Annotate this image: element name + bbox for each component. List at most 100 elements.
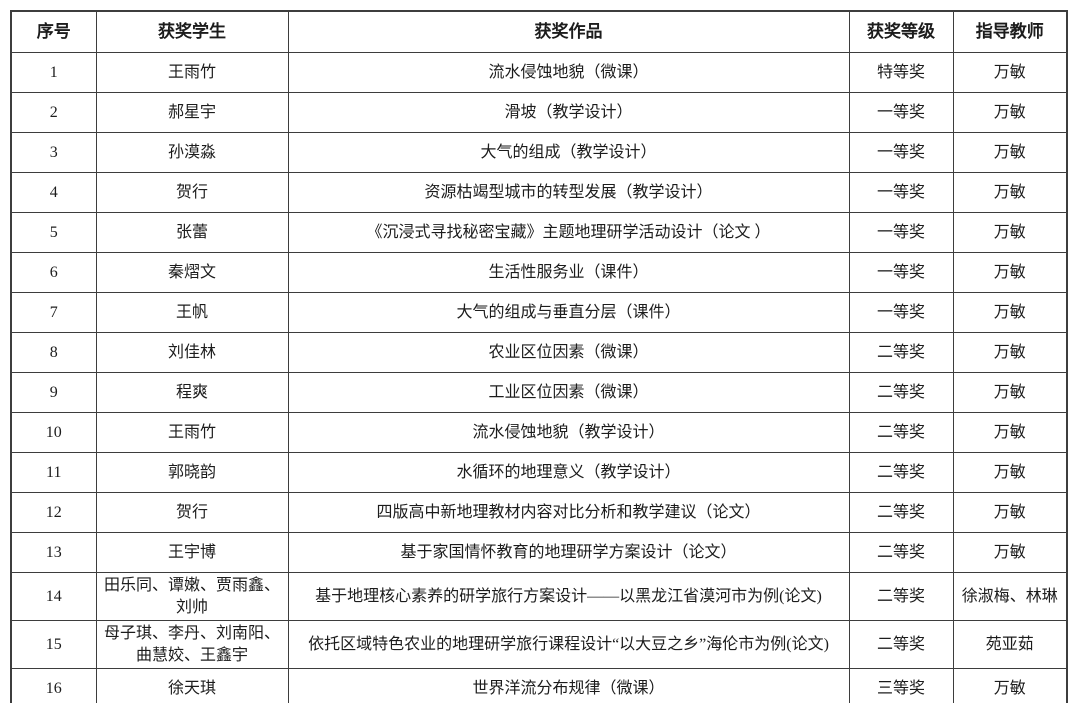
cell-work: 《沉浸式寻找秘密宝藏》主题地理研学活动设计（论文 ） [287, 212, 850, 253]
cell-teacher: 万敏 [952, 92, 1068, 133]
cell-teacher: 万敏 [952, 532, 1068, 573]
cell-teacher: 万敏 [952, 492, 1068, 533]
cell-student: 王雨竹 [95, 52, 289, 93]
cell-work: 流水侵蚀地貌（微课） [287, 52, 850, 93]
cell-level: 一等奖 [848, 92, 954, 133]
cell-no: 3 [10, 132, 97, 173]
cell-no: 7 [10, 292, 97, 333]
cell-level: 特等奖 [848, 52, 954, 93]
table-row: 5 张蕾 《沉浸式寻找秘密宝藏》主题地理研学活动设计（论文 ） 一等奖 万敏 [10, 212, 1068, 253]
cell-student: 田乐同、谭嫩、贾雨鑫、刘帅 [95, 571, 289, 622]
header-cell-no: 序号 [10, 10, 97, 53]
table-row: 15 母子琪、李丹、刘南阳、曲慧姣、王鑫宇 依托区域特色农业的地理研学旅行课程设… [10, 620, 1068, 670]
cell-no: 15 [10, 620, 97, 670]
cell-no: 11 [10, 452, 97, 493]
table-row: 1 王雨竹 流水侵蚀地貌（微课） 特等奖 万敏 [10, 52, 1068, 93]
cell-work: 农业区位因素（微课） [287, 332, 850, 373]
cell-work: 滑坡（教学设计） [287, 92, 850, 133]
cell-student: 母子琪、李丹、刘南阳、曲慧姣、王鑫宇 [95, 620, 289, 670]
cell-no: 4 [10, 172, 97, 213]
cell-teacher: 徐淑梅、林琳 [952, 571, 1068, 622]
cell-teacher: 万敏 [952, 212, 1068, 253]
cell-no: 16 [10, 668, 97, 703]
table-row: 11 郭晓韵 水循环的地理意义（教学设计） 二等奖 万敏 [10, 452, 1068, 493]
cell-student: 孙漠淼 [95, 132, 289, 173]
cell-level: 二等奖 [848, 412, 954, 453]
cell-teacher: 万敏 [952, 332, 1068, 373]
table-row: 13 王宇博 基于家国情怀教育的地理研学方案设计（论文） 二等奖 万敏 [10, 532, 1068, 573]
cell-student: 刘佳林 [95, 332, 289, 373]
cell-no: 14 [10, 571, 97, 622]
cell-teacher: 万敏 [952, 668, 1068, 703]
cell-level: 二等奖 [848, 620, 954, 670]
table-row: 10 王雨竹 流水侵蚀地貌（教学设计） 二等奖 万敏 [10, 412, 1068, 453]
cell-level: 三等奖 [848, 668, 954, 703]
header-cell-teacher: 指导教师 [952, 10, 1068, 53]
cell-work: 依托区域特色农业的地理研学旅行课程设计“以大豆之乡”海伦市为例(论文) [287, 620, 850, 670]
cell-teacher: 万敏 [952, 372, 1068, 413]
cell-work: 大气的组成（教学设计） [287, 132, 850, 173]
cell-level: 一等奖 [848, 212, 954, 253]
cell-level: 一等奖 [848, 132, 954, 173]
cell-work: 工业区位因素（微课） [287, 372, 850, 413]
cell-teacher: 万敏 [952, 292, 1068, 333]
cell-no: 5 [10, 212, 97, 253]
cell-work: 基于家国情怀教育的地理研学方案设计（论文） [287, 532, 850, 573]
cell-work: 大气的组成与垂直分层（课件） [287, 292, 850, 333]
cell-no: 1 [10, 52, 97, 93]
cell-no: 2 [10, 92, 97, 133]
cell-work: 生活性服务业（课件） [287, 252, 850, 293]
cell-teacher: 万敏 [952, 52, 1068, 93]
header-cell-student: 获奖学生 [95, 10, 289, 53]
cell-work: 水循环的地理意义（教学设计） [287, 452, 850, 493]
cell-student: 贺行 [95, 172, 289, 213]
cell-no: 6 [10, 252, 97, 293]
table-row: 12 贺行 四版高中新地理教材内容对比分析和教学建议（论文） 二等奖 万敏 [10, 492, 1068, 533]
awards-table: 序号 获奖学生 获奖作品 获奖等级 指导教师 1 王雨竹 流水侵蚀地貌（微课） … [10, 10, 1068, 703]
cell-student: 郝星宇 [95, 92, 289, 133]
cell-teacher: 万敏 [952, 132, 1068, 173]
cell-level: 二等奖 [848, 332, 954, 373]
cell-no: 12 [10, 492, 97, 533]
cell-student: 王宇博 [95, 532, 289, 573]
cell-level: 一等奖 [848, 292, 954, 333]
cell-no: 9 [10, 372, 97, 413]
table-row: 16 徐天琪 世界洋流分布规律（微课） 三等奖 万敏 [10, 668, 1068, 703]
cell-no: 10 [10, 412, 97, 453]
table-row: 2 郝星宇 滑坡（教学设计） 一等奖 万敏 [10, 92, 1068, 133]
table-row: 3 孙漠淼 大气的组成（教学设计） 一等奖 万敏 [10, 132, 1068, 173]
cell-level: 一等奖 [848, 252, 954, 293]
cell-level: 二等奖 [848, 492, 954, 533]
header-cell-work: 获奖作品 [287, 10, 850, 53]
cell-teacher: 万敏 [952, 412, 1068, 453]
cell-student: 秦熠文 [95, 252, 289, 293]
cell-student: 郭晓韵 [95, 452, 289, 493]
cell-teacher: 万敏 [952, 172, 1068, 213]
table-row: 14 田乐同、谭嫩、贾雨鑫、刘帅 基于地理核心素养的研学旅行方案设计——以黑龙江… [10, 571, 1068, 622]
table-row: 4 贺行 资源枯竭型城市的转型发展（教学设计） 一等奖 万敏 [10, 172, 1068, 213]
cell-no: 13 [10, 532, 97, 573]
header-row: 序号 获奖学生 获奖作品 获奖等级 指导教师 [10, 10, 1068, 53]
cell-student: 贺行 [95, 492, 289, 533]
cell-student: 王帆 [95, 292, 289, 333]
cell-teacher: 万敏 [952, 252, 1068, 293]
table-row: 6 秦熠文 生活性服务业（课件） 一等奖 万敏 [10, 252, 1068, 293]
table-header: 序号 获奖学生 获奖作品 获奖等级 指导教师 [10, 10, 1068, 53]
cell-student: 程爽 [95, 372, 289, 413]
cell-student: 徐天琪 [95, 668, 289, 703]
cell-level: 一等奖 [848, 172, 954, 213]
cell-level: 二等奖 [848, 571, 954, 622]
cell-work: 资源枯竭型城市的转型发展（教学设计） [287, 172, 850, 213]
table-row: 7 王帆 大气的组成与垂直分层（课件） 一等奖 万敏 [10, 292, 1068, 333]
cell-student: 张蕾 [95, 212, 289, 253]
table-row: 9 程爽 工业区位因素（微课） 二等奖 万敏 [10, 372, 1068, 413]
cell-student: 王雨竹 [95, 412, 289, 453]
cell-work: 四版高中新地理教材内容对比分析和教学建议（论文） [287, 492, 850, 533]
cell-level: 二等奖 [848, 532, 954, 573]
table-body: 1 王雨竹 流水侵蚀地貌（微课） 特等奖 万敏 2 郝星宇 滑坡（教学设计） 一… [10, 52, 1068, 703]
cell-teacher: 万敏 [952, 452, 1068, 493]
cell-work: 流水侵蚀地貌（教学设计） [287, 412, 850, 453]
cell-level: 二等奖 [848, 452, 954, 493]
table-row: 8 刘佳林 农业区位因素（微课） 二等奖 万敏 [10, 332, 1068, 373]
